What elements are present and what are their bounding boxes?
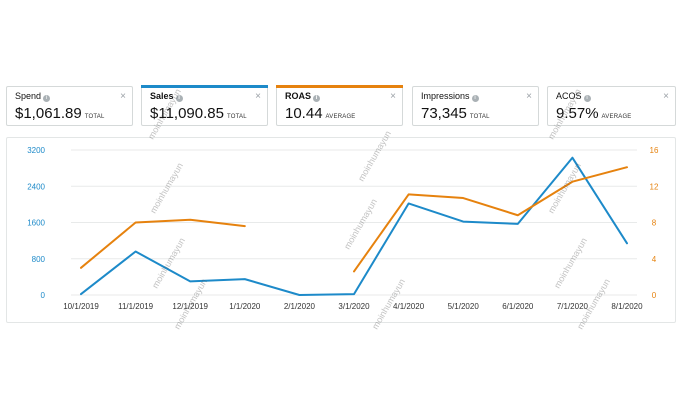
card-qualifier: TOTAL	[226, 114, 247, 120]
close-icon[interactable]: ×	[120, 91, 126, 102]
card-label-text: Impressions	[421, 91, 470, 101]
chart-container: 0 800 1600 2400 3200 0 4 8 12 16 10/1/2019 11/1/201…	[6, 137, 676, 323]
card-qualifier: TOTAL	[84, 114, 105, 120]
x-tick-label: 1/1/2020	[229, 302, 261, 311]
card-qualifier: TOTAL	[469, 114, 490, 120]
card-value-text: $11,090.85	[150, 105, 224, 122]
close-icon[interactable]: ×	[255, 91, 261, 102]
card-value-text: $1,061.89	[15, 105, 82, 122]
x-tick-label: 6/1/2020	[502, 302, 534, 311]
card-label-text: ACOS	[556, 91, 582, 101]
close-icon[interactable]: ×	[390, 91, 396, 102]
card-value-text: 9.57%	[556, 105, 599, 122]
card-value: 73,345 TOTAL	[421, 105, 490, 122]
card-label: ACOS i	[556, 91, 591, 102]
metric-card-acos[interactable]: ACOS i × 9.57% AVERAGE	[547, 86, 676, 126]
info-icon[interactable]: i	[583, 95, 591, 102]
card-value: 10.44 AVERAGE	[285, 105, 356, 122]
metric-cards: Spend i × $1,061.89 TOTAL Sales i × $11,090.85 TO…	[6, 85, 676, 126]
x-tick-label: 4/1/2020	[393, 302, 425, 311]
card-label: Spend i	[15, 91, 51, 102]
series-line-roas	[80, 218, 246, 269]
y-left-tick-label: 3200	[27, 146, 45, 155]
x-tick-label: 2/1/2020	[284, 302, 316, 311]
x-tick-label: 3/1/2020	[338, 302, 370, 311]
y-right-tick-label: 4	[652, 255, 657, 264]
card-accent-bar	[141, 85, 268, 88]
card-value-text: 10.44	[285, 105, 323, 122]
y-left-tick-label: 800	[32, 255, 46, 264]
y-left-tick-label: 2400	[27, 182, 45, 191]
metric-card-spend[interactable]: Spend i × $1,061.89 TOTAL	[6, 86, 133, 126]
y-right-tick-label: 8	[652, 219, 657, 228]
card-label: Sales i	[150, 91, 183, 102]
y-left-tick-label: 1600	[27, 219, 45, 228]
x-tick-label: 8/1/2020	[611, 302, 643, 311]
card-value: $11,090.85 TOTAL	[150, 105, 247, 122]
series-line-roas	[353, 166, 628, 273]
card-qualifier: AVERAGE	[601, 114, 632, 120]
info-icon[interactable]: i	[175, 95, 183, 102]
card-label: Impressions i	[421, 91, 479, 102]
line-chart: 0 800 1600 2400 3200 0 4 8 12 16 10/1/2019 11/1/201…	[27, 146, 659, 311]
metric-card-roas[interactable]: ROAS i × 10.44 AVERAGE	[276, 85, 403, 126]
info-icon[interactable]: i	[313, 95, 321, 102]
card-value: 9.57% AVERAGE	[556, 105, 632, 122]
y-right-tick-label: 16	[650, 146, 659, 155]
card-qualifier: AVERAGE	[325, 114, 356, 120]
x-tick-label: 7/1/2020	[557, 302, 589, 311]
metric-card-sales[interactable]: Sales i × $11,090.85 TOTAL	[141, 85, 268, 126]
card-label: ROAS i	[285, 91, 321, 102]
x-tick-label: 5/1/2020	[448, 302, 480, 311]
y-right-tick-label: 0	[652, 291, 657, 300]
card-accent-bar	[276, 85, 403, 88]
card-label-text: Sales	[150, 91, 174, 101]
card-label-text: ROAS	[285, 91, 312, 101]
info-icon[interactable]: i	[471, 95, 479, 102]
close-icon[interactable]: ×	[663, 91, 669, 102]
y-right-tick-label: 12	[650, 182, 659, 191]
metric-card-impressions[interactable]: Impressions i × 73,345 TOTAL	[412, 86, 539, 126]
info-icon[interactable]: i	[43, 95, 51, 102]
card-value: $1,061.89 TOTAL	[15, 105, 105, 122]
x-tick-label: 10/1/2019	[63, 302, 99, 311]
close-icon[interactable]: ×	[526, 91, 532, 102]
series-line-sales	[80, 156, 628, 296]
y-left-tick-label: 0	[41, 291, 46, 300]
x-tick-label: 11/1/2019	[118, 302, 154, 311]
card-value-text: 73,345	[421, 105, 467, 122]
x-tick-label: 12/1/2019	[172, 302, 208, 311]
card-label-text: Spend	[15, 91, 42, 101]
